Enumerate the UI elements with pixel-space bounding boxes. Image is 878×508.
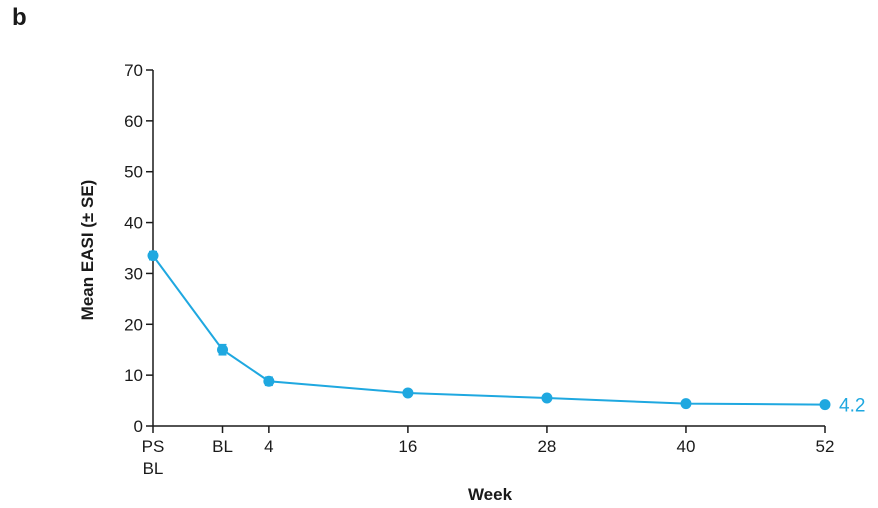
data-marker (541, 392, 553, 404)
x-axis-title: Week (468, 485, 513, 504)
x-tick-label: 28 (537, 437, 556, 456)
x-axis: PS BL BL 4 16 28 40 52 (142, 425, 835, 478)
data-point (819, 399, 831, 411)
data-marker (402, 387, 414, 399)
data-point (147, 250, 159, 262)
data-marker (217, 344, 229, 356)
x-tick-label: 40 (677, 437, 696, 456)
series-line (152, 255, 826, 406)
data-marker (680, 398, 692, 410)
x-tick-label: BL (143, 459, 164, 478)
y-axis-title: Mean EASI (± SE) (78, 180, 97, 321)
y-tick-label: 10 (124, 366, 143, 385)
data-marker (147, 250, 159, 262)
data-point (680, 398, 692, 410)
x-tick-label: PS (142, 437, 165, 456)
y-tick-label: 60 (124, 112, 143, 131)
y-tick-label: 50 (124, 163, 143, 182)
y-axis: 0 10 20 30 40 50 60 70 (124, 61, 154, 436)
y-tick-label: 20 (124, 315, 143, 334)
data-point (217, 343, 229, 356)
x-tick-label: 4 (264, 437, 273, 456)
x-tick-label: 52 (816, 437, 835, 456)
data-marker (263, 375, 275, 387)
x-tick-label: BL (212, 437, 233, 456)
y-tick-label: 40 (124, 214, 143, 233)
data-marker (819, 399, 831, 411)
y-tick-label: 0 (134, 417, 143, 436)
panel-label: b (12, 4, 27, 31)
x-tick-label: 16 (398, 437, 417, 456)
end-value-label: 4.2 (839, 396, 865, 417)
data-point (402, 387, 414, 399)
y-tick-label: 30 (124, 264, 143, 283)
y-tick-label: 70 (124, 61, 143, 80)
series-layer: 4.2 (147, 250, 865, 417)
data-point (541, 392, 553, 404)
data-point (263, 375, 275, 387)
